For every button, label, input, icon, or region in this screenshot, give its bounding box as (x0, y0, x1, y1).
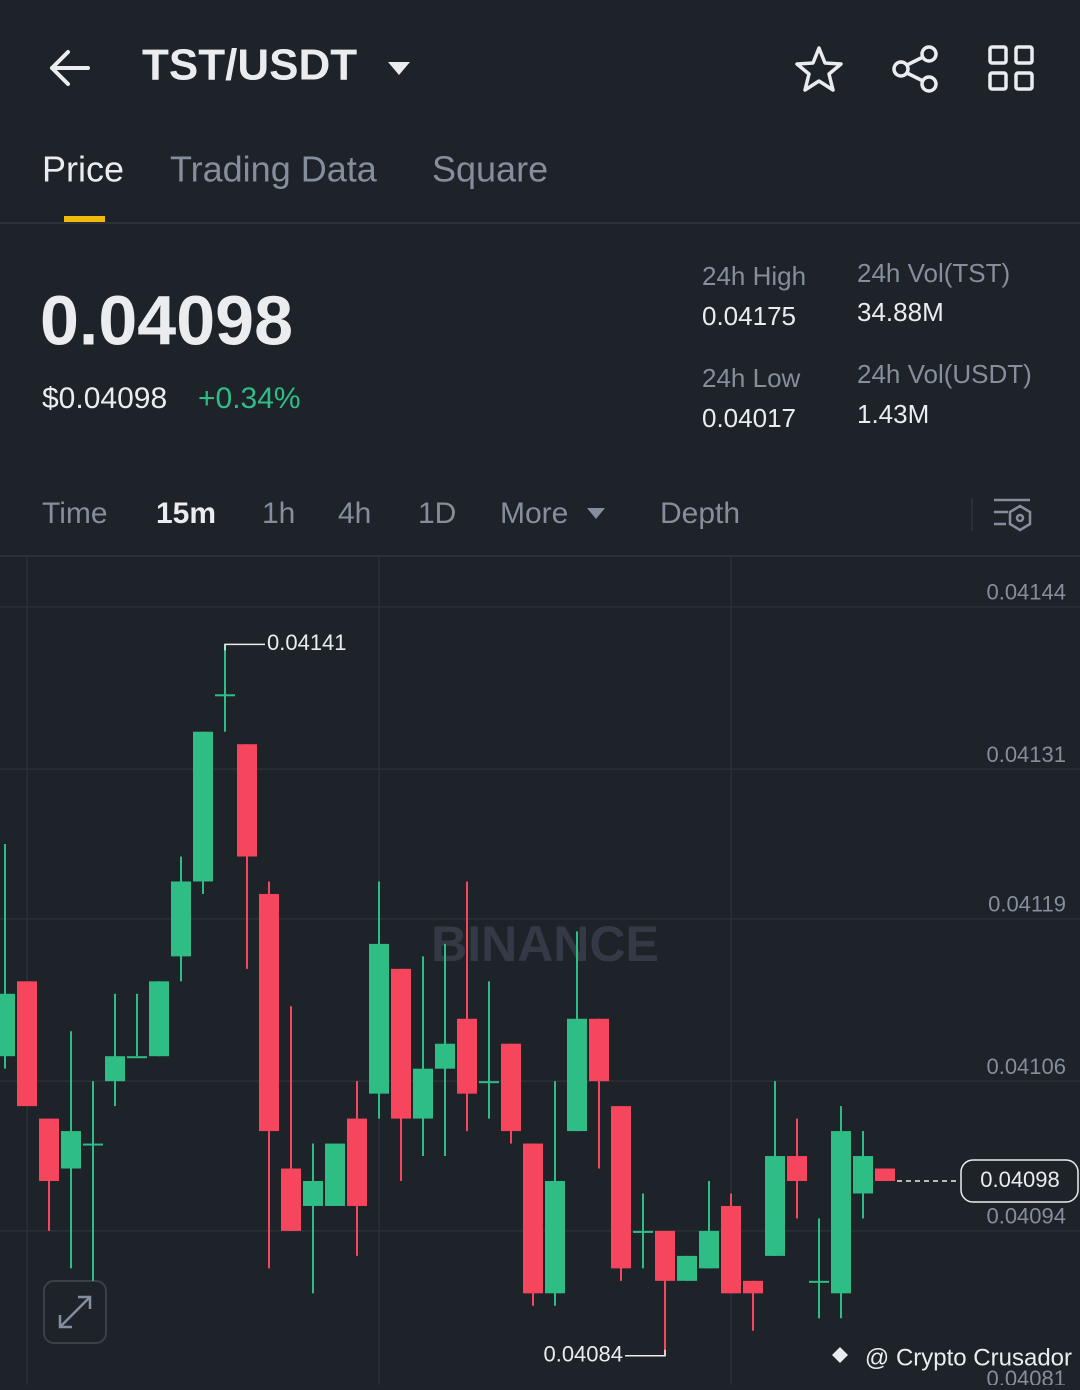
interval-tab[interactable]: Depth (660, 497, 740, 530)
candle-body (611, 1106, 631, 1269)
interval-tab[interactable]: Time (42, 497, 108, 530)
candle-body (39, 1118, 59, 1181)
candle-body (105, 1056, 125, 1082)
tab[interactable]: Square (432, 149, 548, 190)
candle-body (83, 1143, 103, 1146)
last-price: 0.04098 (40, 281, 293, 359)
candle-body (457, 1018, 477, 1094)
share-icon[interactable] (892, 45, 938, 93)
stat-value: 1.43M (857, 399, 929, 429)
candle-body (545, 1181, 565, 1294)
stat-label: 24h Low (702, 363, 801, 393)
candle-body (633, 1230, 653, 1233)
candle-body (721, 1205, 741, 1294)
interval-tab[interactable]: 4h (338, 497, 371, 530)
candle-body (193, 731, 213, 882)
candle-body (435, 1043, 455, 1069)
candle-body (391, 968, 411, 1119)
expand-icon[interactable] (58, 1295, 92, 1329)
candle-body (369, 943, 389, 1094)
back-button[interactable] (50, 50, 90, 86)
stat-label: 24h High (702, 261, 806, 291)
candle-body (743, 1280, 763, 1294)
interval-tab[interactable]: 15m (156, 497, 216, 530)
candle-body (127, 1056, 147, 1059)
candle-body (831, 1131, 851, 1294)
watermark: BINANCE (431, 916, 659, 972)
menu-icon[interactable] (988, 45, 1034, 91)
candle-body (171, 881, 191, 957)
more-caret[interactable] (587, 508, 605, 519)
high-label: 0.04141 (267, 630, 347, 655)
candle-body (589, 1018, 609, 1082)
tab[interactable]: Price (42, 149, 124, 190)
credit: @ Crypto Crusador (865, 1344, 1072, 1371)
low-marker (625, 1349, 666, 1357)
y-tick-label: 0.04081 (986, 1366, 1066, 1385)
candlestick-chart: 0.04144 0.04131 0.04119 0.04106 0.04094 0.040… (0, 557, 1080, 1385)
chart-settings-icon[interactable] (994, 498, 1032, 532)
interval-tab[interactable]: 1D (418, 497, 456, 530)
candle-body (875, 1168, 895, 1181)
candle-body (149, 981, 169, 1057)
candle-body (501, 1043, 521, 1132)
candle-body (413, 1068, 433, 1119)
y-tick-label: 0.04094 (986, 1204, 1066, 1229)
y-tick-label: 0.04106 (986, 1054, 1066, 1079)
y-tick-label: 0.04144 (986, 580, 1066, 605)
candle-body (281, 1168, 301, 1231)
stat-value: 34.88M (857, 297, 944, 327)
candle-body (347, 1118, 367, 1206)
price-change: +0.34% (198, 382, 301, 415)
credit-icon (832, 1347, 848, 1363)
candle-body (17, 981, 37, 1107)
candle-body (853, 1156, 873, 1194)
favorite-icon[interactable] (795, 46, 843, 92)
pair-caret[interactable] (388, 62, 410, 75)
expand-button[interactable] (43, 1280, 107, 1344)
stat-value: 0.04175 (702, 301, 796, 331)
candle-body (765, 1156, 785, 1256)
last-price-label: 0.04098 (980, 1167, 1060, 1192)
candle-body (237, 744, 257, 857)
candle-body (655, 1230, 675, 1281)
candle-body (787, 1156, 807, 1181)
price-usd: $0.04098 (42, 382, 167, 415)
candle-body (303, 1181, 323, 1206)
candle-body (479, 1081, 499, 1084)
candle-body (0, 993, 15, 1057)
y-tick-label: 0.04119 (988, 892, 1066, 917)
candle-body (523, 1143, 543, 1294)
high-marker (224, 643, 265, 651)
interval-tab[interactable]: 1h (262, 497, 295, 530)
stat-value: 0.04017 (702, 403, 796, 433)
candle-body (677, 1255, 697, 1281)
candle-body (259, 893, 279, 1132)
candle-body (215, 694, 235, 697)
tab-indicator (64, 216, 105, 222)
interval-tab[interactable]: More (500, 497, 568, 530)
candle-body (61, 1131, 81, 1169)
tab[interactable]: Trading Data (170, 149, 378, 190)
candle-body (567, 1018, 587, 1132)
last-price-box (960, 1159, 1079, 1203)
pair-title[interactable]: TST/USDT (142, 41, 357, 90)
candle-body (699, 1230, 719, 1269)
y-tick-label: 0.04131 (986, 742, 1066, 767)
low-label: 0.04084 (543, 1342, 623, 1367)
stat-label: 24h Vol(USDT) (857, 359, 1032, 389)
candle-body (809, 1280, 829, 1283)
candle-body (325, 1143, 345, 1206)
stat-label: 24h Vol(TST) (857, 258, 1010, 288)
